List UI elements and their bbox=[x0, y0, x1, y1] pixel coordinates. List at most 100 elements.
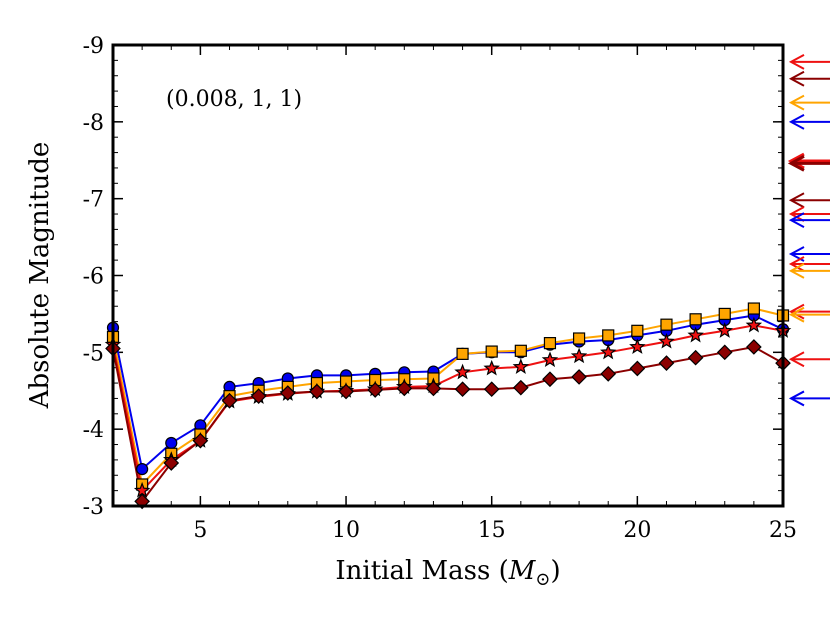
series-line bbox=[112, 345, 784, 504]
data-point bbox=[600, 343, 617, 360]
data-point bbox=[687, 349, 704, 366]
data-point bbox=[746, 339, 762, 355]
series-square bbox=[112, 307, 784, 487]
data-point bbox=[192, 432, 209, 449]
data-point bbox=[163, 455, 180, 471]
x-axis-label-sun: ⊙ bbox=[535, 569, 550, 590]
limit-arrow bbox=[788, 212, 830, 229]
data-point bbox=[541, 351, 559, 368]
x-tick-label: 20 bbox=[623, 518, 651, 543]
plot-frame bbox=[111, 43, 785, 508]
data-point bbox=[571, 369, 587, 385]
arrow-head bbox=[788, 113, 805, 130]
series-markers-star bbox=[104, 316, 792, 498]
arrow-head bbox=[788, 192, 805, 209]
limit-arrow bbox=[788, 351, 830, 368]
series-markers-diamond bbox=[105, 339, 791, 510]
x-tick-label: 10 bbox=[332, 518, 360, 543]
y-tick-label: -4 bbox=[83, 418, 104, 443]
arrow-head bbox=[788, 263, 805, 279]
y-tick-label: -8 bbox=[83, 111, 104, 136]
data-point bbox=[602, 329, 615, 342]
arrow-head bbox=[787, 152, 805, 170]
arrow-head bbox=[788, 70, 805, 87]
arrow-head bbox=[788, 390, 805, 407]
x-tick-label: 25 bbox=[769, 518, 797, 543]
data-point bbox=[629, 338, 646, 354]
data-point bbox=[718, 307, 731, 321]
arrow-layer bbox=[787, 54, 830, 407]
y-tick-label: -7 bbox=[83, 188, 104, 213]
limit-arrow bbox=[788, 192, 830, 209]
series-diamond bbox=[112, 345, 784, 504]
y-tick-label: -3 bbox=[83, 495, 104, 520]
data-point bbox=[165, 436, 178, 450]
y-tick-label: -5 bbox=[83, 341, 104, 366]
minor-ticks bbox=[112, 44, 784, 507]
data-point bbox=[570, 347, 588, 364]
data-point bbox=[514, 344, 527, 357]
arrow-head bbox=[788, 351, 805, 368]
series-markers-square bbox=[106, 302, 790, 491]
arrow-head bbox=[788, 206, 805, 222]
data-point bbox=[483, 381, 500, 398]
data-point bbox=[454, 381, 471, 398]
major-ticks bbox=[113, 44, 784, 507]
annotation-label: (0.008, 1, 1) bbox=[166, 87, 302, 112]
arrow-head bbox=[788, 306, 805, 323]
series-markers-circle bbox=[106, 309, 790, 476]
x-tick-label: 15 bbox=[478, 518, 506, 543]
data-point bbox=[221, 392, 238, 409]
data-point bbox=[483, 359, 500, 376]
data-point bbox=[512, 379, 529, 396]
arrow-head bbox=[788, 256, 805, 272]
limit-arrow bbox=[788, 256, 830, 272]
arrow-head bbox=[788, 94, 805, 111]
data-point bbox=[250, 388, 267, 404]
limit-arrow bbox=[787, 155, 830, 172]
data-point bbox=[745, 316, 763, 333]
data-point bbox=[716, 344, 733, 361]
data-point bbox=[689, 313, 702, 326]
data-point bbox=[396, 380, 413, 397]
y-tick-label: -6 bbox=[83, 265, 104, 290]
data-point bbox=[716, 322, 734, 338]
series-line bbox=[112, 307, 784, 487]
data-point bbox=[309, 383, 325, 400]
limit-arrow bbox=[788, 54, 830, 70]
y-axis-label: Absolute Magnitude bbox=[25, 142, 55, 410]
data-point bbox=[338, 383, 354, 400]
limit-arrow bbox=[788, 113, 830, 130]
data-point bbox=[367, 382, 384, 398]
data-point bbox=[456, 347, 469, 360]
arrow-head bbox=[788, 212, 805, 229]
arrow-head bbox=[788, 54, 805, 70]
x-axis-label-close: ) bbox=[550, 556, 560, 586]
arrow-head bbox=[788, 303, 805, 320]
x-axis-label-m: M bbox=[508, 556, 537, 586]
x-axis-label: Initial Mass (M⊙) bbox=[335, 556, 560, 590]
data-point bbox=[660, 318, 673, 331]
data-point bbox=[136, 463, 149, 476]
limit-arrow bbox=[788, 246, 830, 262]
data-point bbox=[600, 365, 617, 382]
data-point bbox=[629, 360, 646, 377]
series-layer bbox=[104, 302, 792, 510]
data-point bbox=[572, 332, 586, 345]
limit-arrow bbox=[788, 70, 830, 87]
limit-arrow bbox=[788, 306, 830, 323]
data-point bbox=[747, 302, 760, 315]
data-point bbox=[425, 380, 442, 397]
data-point bbox=[454, 363, 471, 380]
y-tick-label: -9 bbox=[83, 34, 104, 59]
limit-arrow bbox=[788, 390, 830, 407]
data-point bbox=[543, 337, 557, 350]
arrow-head bbox=[787, 155, 805, 172]
x-tick-label: 5 bbox=[193, 518, 207, 543]
data-point bbox=[279, 385, 296, 401]
data-point bbox=[687, 326, 704, 343]
data-point bbox=[512, 358, 530, 374]
x-axis-label-main: Initial Mass ( bbox=[335, 556, 508, 586]
limit-arrow bbox=[788, 206, 830, 222]
